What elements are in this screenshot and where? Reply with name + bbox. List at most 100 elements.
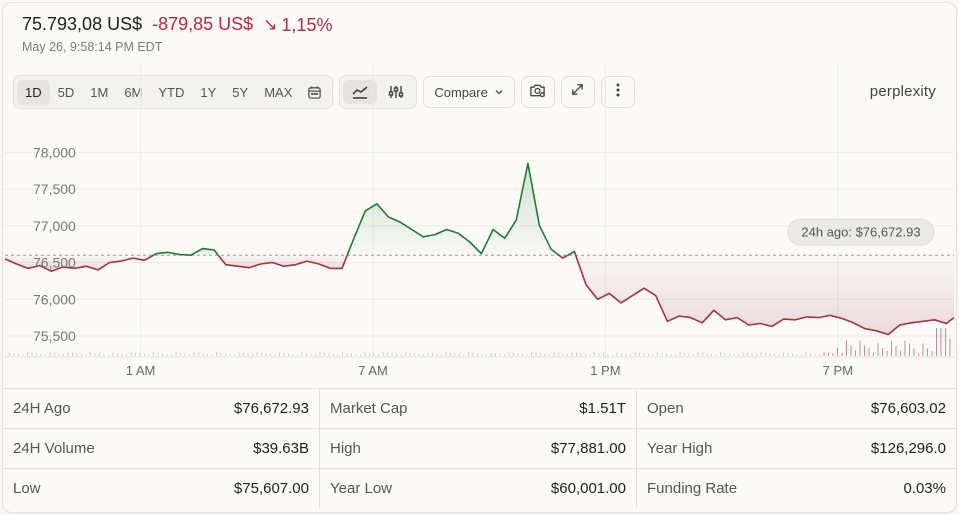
volume-bar (535, 352, 537, 356)
line-chart-icon[interactable] (343, 80, 378, 104)
chevron-down-icon (494, 85, 504, 100)
volume-bar (769, 353, 771, 356)
volume-bar (756, 354, 757, 356)
price-line-down (4, 254, 154, 273)
price-line-up (346, 162, 560, 256)
compare-button[interactable]: Compare (423, 76, 515, 108)
volume-bar (162, 353, 163, 356)
volume-bar (112, 352, 114, 356)
stat-label: Low (13, 480, 41, 497)
volume-bar (405, 352, 406, 356)
volume-bar (171, 354, 172, 356)
volume-bar (517, 353, 519, 356)
volume-bar (310, 353, 312, 356)
area-below-reference (218, 255, 348, 269)
range-5d-button[interactable]: 5D (57, 84, 75, 100)
range-6m-button[interactable]: 6M (124, 84, 143, 100)
range-1m-button[interactable]: 1M (90, 84, 109, 100)
volume-bar (936, 328, 937, 356)
fullscreen-button[interactable] (560, 76, 595, 108)
volume-bar (238, 352, 240, 356)
volume-bar (499, 353, 501, 356)
volume-bar (396, 353, 397, 356)
screenshot-button[interactable] (520, 76, 555, 108)
volume-bar (841, 352, 843, 356)
volume-bar (22, 354, 24, 356)
volume-bar (360, 354, 361, 356)
volume-bar (346, 352, 348, 356)
volume-bar (648, 353, 649, 356)
volume-bar (283, 352, 285, 356)
stat-label: High (330, 440, 361, 457)
volume-bar (684, 353, 685, 356)
volume-bar (423, 354, 424, 356)
volume-bar (364, 352, 366, 356)
price-line-up (153, 247, 219, 256)
more-icon (616, 82, 620, 103)
volume-bar (787, 352, 789, 356)
volume-bar (67, 352, 69, 356)
volume-bar (607, 353, 609, 356)
stat-value: $75,607.00 (233, 480, 309, 497)
volume-bar (315, 354, 316, 356)
volume-bar (909, 343, 910, 356)
volume-bar (589, 354, 591, 356)
range-ytd-button[interactable]: YTD (158, 84, 185, 100)
sliders-icon[interactable] (379, 80, 413, 104)
volume-bar (351, 353, 352, 356)
more-options-button[interactable] (600, 76, 635, 108)
volume-bar (747, 353, 748, 356)
volume-bar (319, 352, 321, 356)
volume-bar (13, 353, 15, 356)
volume-bar (760, 352, 762, 356)
volume-bar (940, 328, 942, 356)
area-above-reference (153, 248, 219, 256)
volume-bar (472, 352, 474, 356)
volume-bar (666, 353, 667, 356)
volume-bar (324, 352, 325, 356)
volume-bar (490, 352, 492, 356)
volume-bar (544, 353, 546, 356)
volume-bar (211, 354, 213, 356)
volume-bar (553, 352, 555, 356)
range-max-button[interactable]: MAX (264, 84, 293, 100)
chart-toolbar: 1D 5D 1M 6M YTD 1Y 5Y MAX (13, 75, 635, 109)
volume-bar (567, 354, 568, 356)
range-5y-button[interactable]: 5Y (232, 84, 249, 100)
volume-bar (864, 345, 865, 356)
volume-bar (76, 353, 78, 356)
volume-bar (630, 354, 631, 356)
volume-bar (148, 354, 150, 356)
volume-bar (486, 354, 487, 356)
stat-value: $39.63B (253, 440, 309, 457)
volume-bar (216, 352, 217, 356)
volume-bar (454, 353, 456, 356)
volume-bar (418, 353, 420, 356)
volume-bar (738, 354, 739, 356)
calendar-icon[interactable] (300, 81, 329, 104)
range-1y-button[interactable]: 1Y (200, 84, 217, 100)
y-tick-label: 77,000 (33, 218, 76, 234)
range-1d-button[interactable]: 1D (17, 79, 50, 105)
stat-cell: 24H Ago $76,672.93 (3, 388, 320, 428)
stat-cell: Funding Rate 0.03% (637, 468, 956, 508)
volume-bar (625, 353, 627, 356)
volume-bar (900, 350, 901, 356)
volume-bar (733, 353, 735, 356)
y-tick-label: 76,000 (33, 291, 76, 307)
volume-bar (904, 340, 906, 356)
volume-bar (166, 353, 168, 356)
range-selector: 1D 5D 1M 6M YTD 1Y 5Y MAX (13, 75, 334, 109)
volume-bar (49, 352, 51, 356)
volume-bar (220, 352, 222, 356)
volume-bar (886, 350, 888, 356)
volume-bar (157, 352, 159, 356)
volume-bar (139, 353, 141, 356)
compare-label: Compare (434, 84, 488, 100)
price-chart[interactable]: 78,000 77,500 77,000 76,500 76,000 75,500 1 AM… (3, 3, 956, 388)
stat-label: Year Low (330, 480, 392, 497)
volume-bar (693, 354, 694, 356)
volume-bar (729, 353, 730, 356)
volume-bar (387, 352, 388, 356)
